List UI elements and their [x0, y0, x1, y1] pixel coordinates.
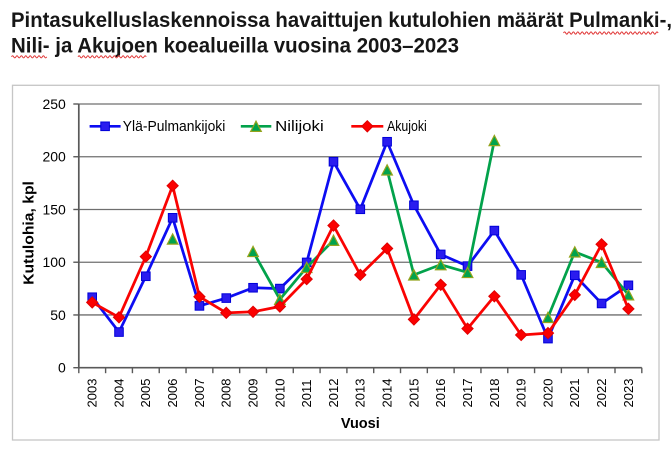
svg-text:2004: 2004	[111, 379, 126, 408]
svg-text:2013: 2013	[353, 379, 368, 408]
svg-text:Kutulohia, kpl: Kutulohia, kpl	[20, 181, 37, 285]
svg-text:200: 200	[42, 149, 66, 165]
svg-text:150: 150	[42, 201, 66, 217]
svg-text:2020: 2020	[540, 379, 555, 408]
svg-text:2008: 2008	[219, 379, 234, 408]
svg-text:Nilijoki: Nilijoki	[275, 118, 324, 135]
svg-text:2021: 2021	[567, 379, 582, 408]
svg-text:2014: 2014	[380, 379, 395, 408]
svg-text:2003: 2003	[85, 379, 100, 408]
svg-text:2010: 2010	[272, 379, 287, 408]
svg-text:2009: 2009	[245, 379, 260, 408]
svg-text:2017: 2017	[460, 379, 475, 408]
svg-text:Ylä-Pulmankijoki: Ylä-Pulmankijoki	[123, 118, 226, 135]
svg-text:Nili- ja Akujoen koealueilla v: Nili- ja Akujoen koealueilla vuosina 200…	[11, 32, 459, 57]
svg-text:2012: 2012	[326, 379, 341, 408]
svg-text:2007: 2007	[192, 379, 207, 408]
svg-text:0: 0	[58, 360, 66, 376]
svg-text:Akujoki: Akujoki	[387, 118, 427, 135]
svg-text:2019: 2019	[514, 379, 529, 408]
svg-text:50: 50	[50, 307, 66, 323]
svg-text:Vuosi: Vuosi	[341, 416, 380, 432]
svg-text:250: 250	[42, 96, 66, 112]
svg-text:2018: 2018	[487, 379, 502, 408]
svg-text:2022: 2022	[594, 379, 609, 408]
svg-text:2011: 2011	[299, 380, 314, 408]
svg-text:2005: 2005	[138, 379, 153, 408]
svg-text:Pintasukelluslaskennoissa hava: Pintasukelluslaskennoissa havaittujen ku…	[11, 7, 671, 32]
svg-text:2015: 2015	[406, 379, 421, 408]
svg-text:100: 100	[42, 254, 66, 270]
svg-text:2006: 2006	[165, 379, 180, 408]
svg-text:2016: 2016	[433, 379, 448, 408]
svg-text:2023: 2023	[621, 379, 636, 408]
